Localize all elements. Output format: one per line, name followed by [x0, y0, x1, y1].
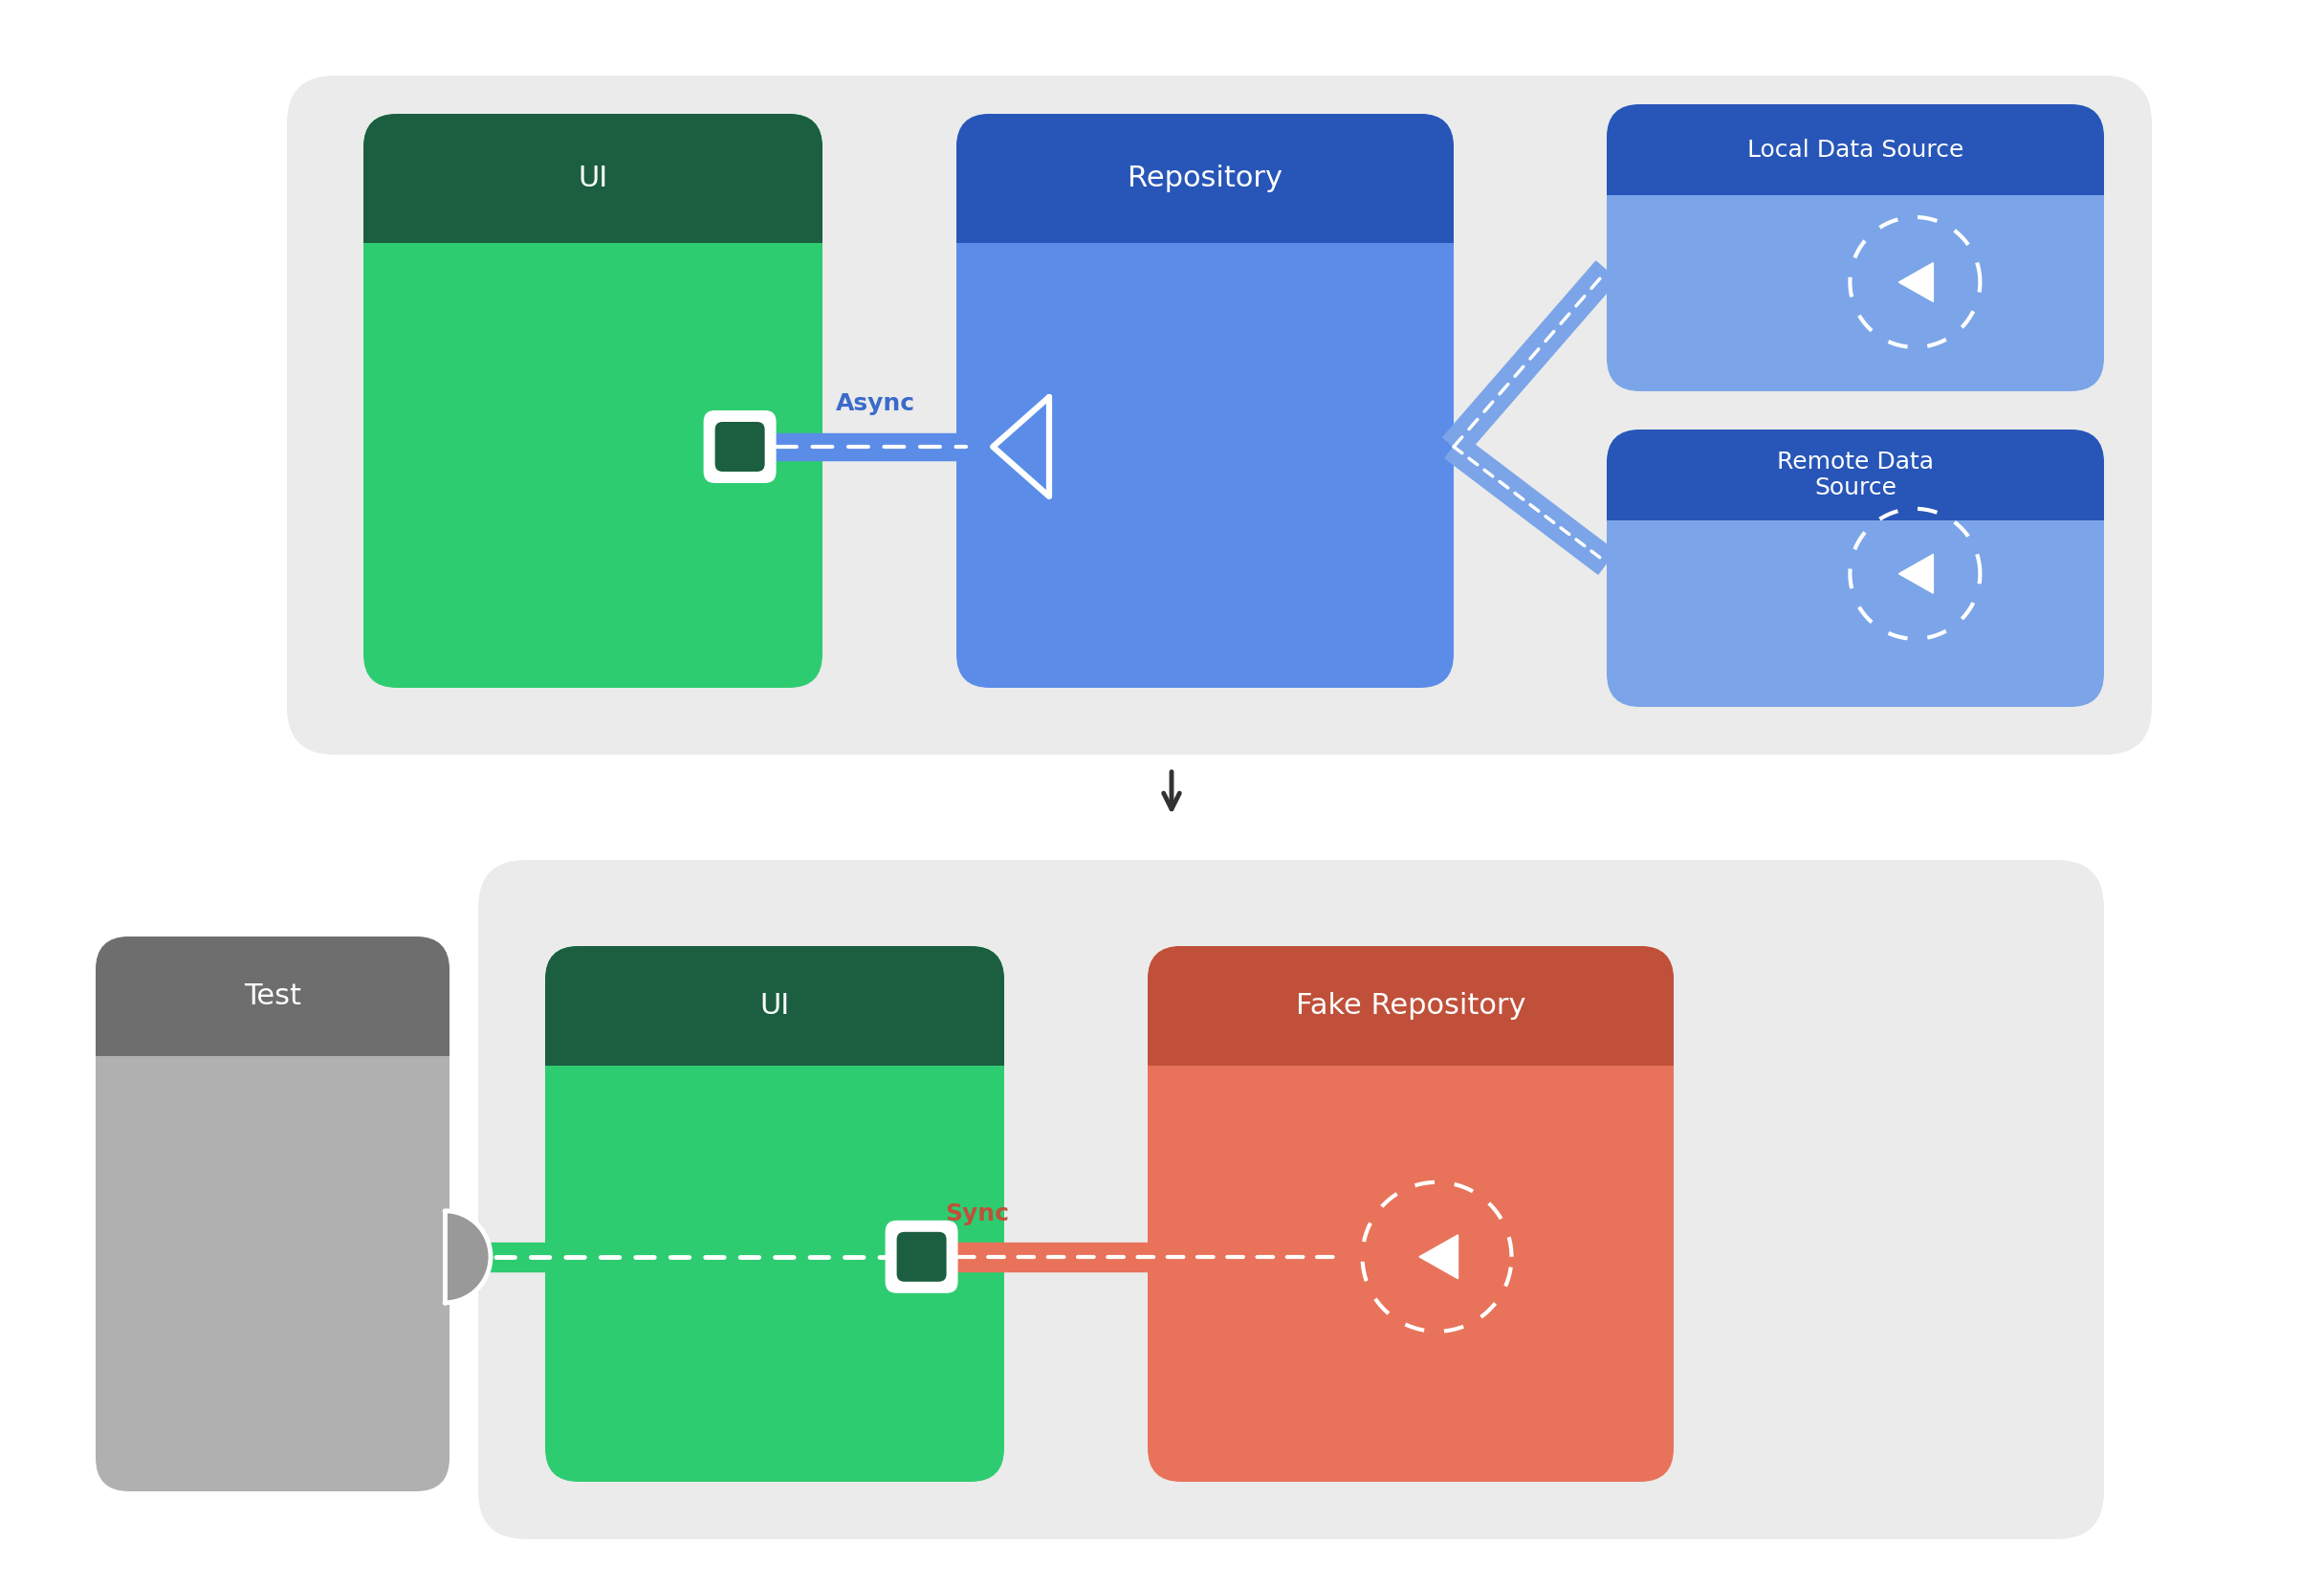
Polygon shape [1899, 554, 1934, 594]
FancyBboxPatch shape [95, 936, 449, 1055]
FancyBboxPatch shape [957, 114, 1455, 687]
Bar [1148, 1006, 1673, 1065]
FancyBboxPatch shape [95, 936, 449, 1492]
Text: Sync: Sync [946, 1203, 1009, 1225]
Bar [363, 178, 823, 243]
FancyBboxPatch shape [957, 114, 1455, 243]
Text: Remote Data
Source: Remote Data Source [1778, 451, 1934, 500]
Text: Async: Async [837, 392, 916, 416]
Polygon shape [1899, 263, 1934, 302]
FancyBboxPatch shape [286, 76, 2152, 755]
Text: Fake Repository: Fake Repository [1297, 992, 1525, 1020]
Bar [546, 1006, 1004, 1065]
Polygon shape [444, 1211, 490, 1303]
Text: Local Data Source: Local Data Source [1748, 138, 1964, 162]
FancyBboxPatch shape [897, 1232, 946, 1282]
Polygon shape [1420, 1235, 1457, 1279]
Bar [1606, 149, 2103, 195]
Text: UI: UI [760, 992, 790, 1020]
Bar [957, 178, 1455, 243]
Polygon shape [767, 433, 976, 460]
Text: Repository: Repository [1127, 165, 1283, 192]
Polygon shape [948, 1243, 1348, 1271]
FancyBboxPatch shape [716, 422, 765, 471]
FancyBboxPatch shape [1606, 105, 2103, 392]
FancyBboxPatch shape [885, 1220, 957, 1293]
Bar [95, 997, 449, 1055]
FancyBboxPatch shape [1148, 946, 1673, 1482]
Bar [1606, 475, 2103, 521]
Text: Test: Test [244, 982, 302, 1011]
FancyBboxPatch shape [1606, 430, 2103, 521]
Polygon shape [1443, 262, 1618, 455]
Text: UI: UI [579, 165, 609, 192]
FancyBboxPatch shape [704, 411, 776, 482]
FancyBboxPatch shape [363, 114, 823, 243]
FancyBboxPatch shape [1606, 105, 2103, 195]
FancyBboxPatch shape [363, 114, 823, 687]
FancyBboxPatch shape [1606, 430, 2103, 706]
Polygon shape [1446, 435, 1615, 574]
Polygon shape [446, 1243, 895, 1271]
FancyBboxPatch shape [1148, 946, 1673, 1065]
FancyBboxPatch shape [546, 946, 1004, 1482]
FancyBboxPatch shape [546, 946, 1004, 1065]
FancyBboxPatch shape [479, 860, 2103, 1539]
